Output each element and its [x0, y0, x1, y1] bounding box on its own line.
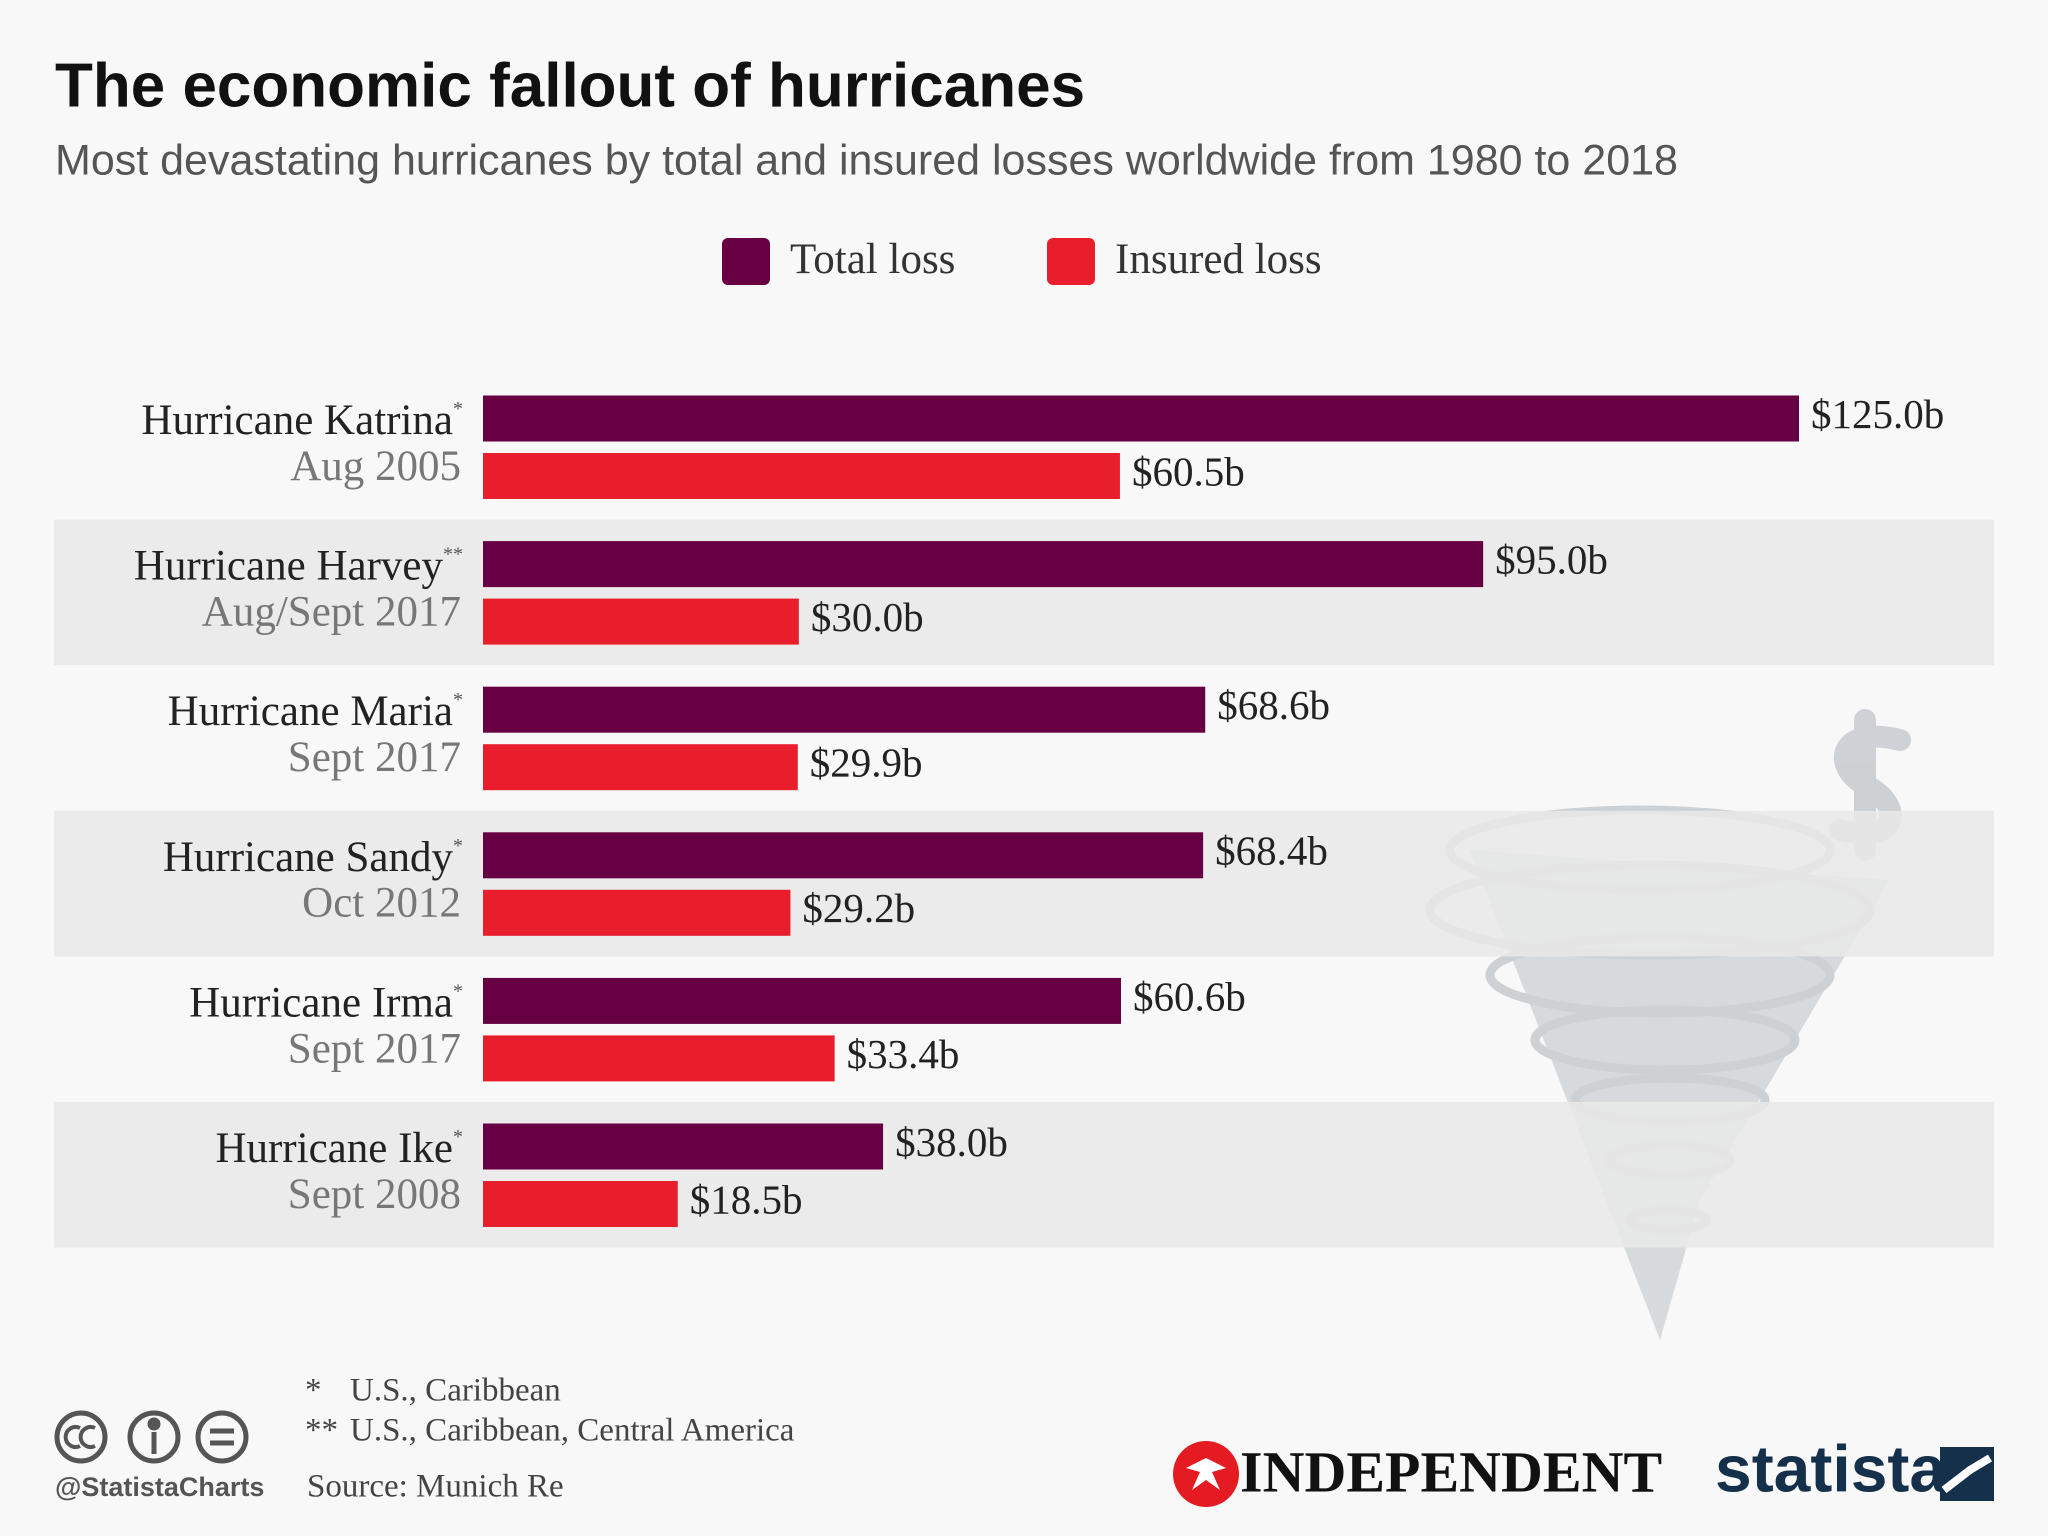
category-note: *	[453, 980, 463, 1002]
category-note: *	[453, 398, 463, 420]
footnote-marker: *	[305, 1373, 322, 1409]
statista-icon	[1940, 1447, 1994, 1501]
value-label: $95.0b	[1495, 537, 1608, 583]
value-label: $29.2b	[802, 885, 915, 931]
value-label: $60.6b	[1133, 973, 1246, 1019]
category-date: Oct 2012	[302, 880, 461, 927]
category-name: Hurricane Ike	[215, 1125, 453, 1172]
independent-wordmark: INDEPENDENT	[1240, 1439, 1662, 1504]
value-label: $125.0b	[1811, 391, 1944, 437]
bar	[483, 889, 791, 936]
category-label: Hurricane Maria*	[168, 688, 463, 735]
category-note: *	[453, 689, 463, 711]
category-date: Aug/Sept 2017	[202, 588, 461, 635]
value-label: $30.0b	[811, 594, 924, 640]
category-date: Sept 2017	[288, 1025, 461, 1072]
category-note: *	[453, 834, 463, 856]
bar	[483, 977, 1121, 1024]
category-label: Hurricane Irma*	[189, 979, 463, 1026]
cc-icons	[54, 1410, 249, 1464]
value-label: $60.5b	[1132, 448, 1245, 494]
credit: @StatistaCharts	[55, 1472, 264, 1502]
legend-swatch	[1047, 238, 1095, 285]
footnote-text: U.S., Caribbean, Central America	[350, 1413, 795, 1449]
category-label: Hurricane Ike*	[215, 1125, 463, 1172]
value-label: $29.9b	[810, 740, 923, 786]
value-label: $68.6b	[1217, 682, 1330, 728]
footnote-marker: **	[305, 1413, 338, 1449]
category-name: Hurricane Maria	[168, 688, 453, 735]
legend-swatch	[722, 238, 770, 285]
category-note: *	[453, 1126, 463, 1148]
category-label: Hurricane Sandy*	[163, 834, 463, 881]
value-label: $18.5b	[690, 1176, 803, 1222]
bar	[483, 395, 1799, 442]
bar	[483, 744, 798, 791]
chart-subtitle: Most devastating hurricanes by total and…	[55, 136, 1678, 184]
bar	[483, 598, 799, 645]
bar	[483, 1123, 884, 1170]
legend-label: Total loss	[790, 236, 955, 283]
bar	[483, 1181, 678, 1227]
category-label: Hurricane Harvey**	[134, 542, 463, 589]
category-name: Hurricane Harvey	[134, 542, 444, 589]
legend-label: Insured loss	[1115, 236, 1322, 283]
value-label: $38.0b	[895, 1119, 1008, 1165]
value-label: $68.4b	[1215, 828, 1328, 874]
bar	[483, 453, 1120, 499]
row-band	[54, 1102, 1994, 1248]
category-date: Sept 2008	[288, 1171, 461, 1218]
category-note: **	[443, 543, 463, 565]
bar	[483, 1035, 835, 1082]
footnote-text: U.S., Caribbean	[350, 1373, 561, 1409]
source: Source: Munich Re	[307, 1469, 564, 1505]
category-name: Hurricane Irma	[189, 979, 453, 1026]
category-date: Aug 2005	[290, 443, 461, 490]
bar	[483, 832, 1204, 879]
bar	[483, 541, 1484, 588]
bar	[483, 686, 1206, 733]
independent-logo	[1173, 1441, 1239, 1507]
category-name: Hurricane Sandy	[163, 834, 454, 881]
category-name: Hurricane Katrina	[141, 397, 453, 444]
statista-wordmark: statista	[1715, 1431, 1947, 1505]
chart-title: The economic fallout of hurricanes	[55, 51, 1085, 120]
value-label: $33.4b	[847, 1031, 960, 1077]
category-date: Sept 2017	[288, 734, 461, 781]
category-label: Hurricane Katrina*	[141, 397, 463, 444]
